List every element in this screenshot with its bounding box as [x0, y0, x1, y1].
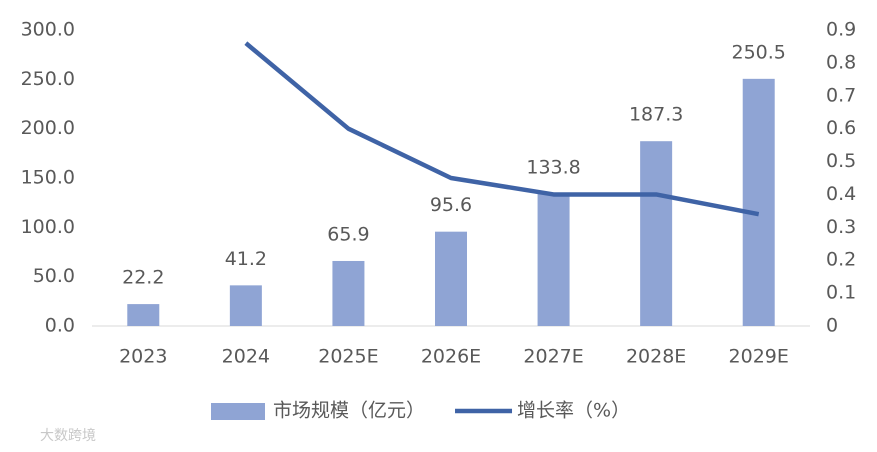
value-label: 187.3 — [629, 104, 683, 126]
x-tick-label: 2024 — [222, 346, 270, 368]
value-label: 22.2 — [122, 267, 164, 289]
x-tick-label: 2026E — [421, 346, 481, 368]
bar — [229, 285, 262, 326]
legend-swatch — [211, 403, 265, 420]
y2-tick-label: 0.4 — [826, 183, 856, 205]
y-tick-label: 0.0 — [45, 315, 75, 337]
value-label: 95.6 — [430, 194, 472, 216]
y-tick-label: 150.0 — [21, 167, 75, 189]
y-tick-label: 300.0 — [21, 19, 75, 41]
bar — [742, 78, 775, 326]
bar — [640, 141, 673, 326]
value-label: 133.8 — [526, 156, 580, 178]
y2-tick-label: 0.7 — [826, 84, 856, 106]
legend-label: 市场规模（亿元） — [273, 400, 425, 422]
x-tick-label: 2028E — [626, 346, 686, 368]
legend-label: 增长率（%） — [517, 400, 630, 422]
value-label: 65.9 — [327, 223, 369, 245]
y-tick-label: 250.0 — [21, 68, 75, 90]
bar — [435, 231, 467, 326]
y2-tick-label: 0 — [826, 315, 838, 337]
x-tick-label: 2025E — [318, 346, 378, 368]
y-tick-label: 50.0 — [33, 265, 75, 287]
y2-tick-label: 0.3 — [826, 216, 856, 238]
bar — [332, 260, 365, 326]
y2-tick-label: 0.9 — [826, 19, 856, 41]
watermark: 大数跨境 — [40, 428, 96, 444]
x-tick-label: 2029E — [729, 346, 789, 368]
y2-tick-label: 0.6 — [826, 117, 856, 139]
bar — [127, 304, 160, 326]
value-label: 250.5 — [732, 41, 786, 63]
y2-tick-label: 0.8 — [826, 51, 856, 73]
y-tick-label: 100.0 — [21, 216, 75, 238]
y-tick-label: 200.0 — [21, 117, 75, 139]
bar — [537, 193, 570, 326]
line — [244, 41, 760, 217]
x-tick-label: 2027E — [523, 346, 583, 368]
y2-tick-label: 0.2 — [826, 249, 856, 271]
y2-tick-label: 0.1 — [826, 282, 856, 304]
y2-tick-label: 0.5 — [826, 150, 856, 172]
x-tick-label: 2023 — [119, 346, 167, 368]
value-label: 41.2 — [225, 248, 267, 270]
